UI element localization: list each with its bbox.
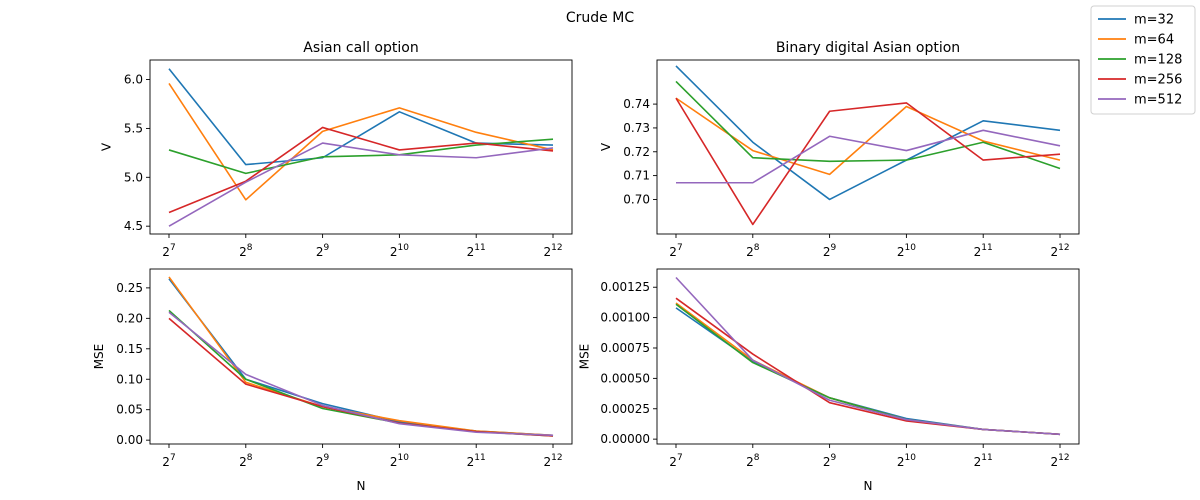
x-tick-label: 28 (239, 453, 253, 469)
chart-panel-2: 0.70 0.71 0.72 0.73 0.74 27 28 29 210 211 212 Binar… (599, 40, 1080, 259)
series-line-m-256 (675, 297, 1061, 436)
x-tick-label: 210 (390, 453, 409, 469)
y-tick-label: 0.00025 (600, 402, 650, 416)
chart-panel-3: 0.00 0.05 0.10 0.15 0.20 0.25 27 28 29 210 211 212 M… (92, 268, 573, 493)
x-tick-label: 210 (897, 453, 916, 469)
x-tick-label: 27 (669, 243, 682, 259)
x-tick-label: 210 (897, 243, 916, 259)
x-tick-label: 212 (1050, 453, 1069, 469)
y-tick-label: 0.00050 (600, 371, 650, 385)
x-tick-label: 211 (467, 243, 486, 259)
series-line-m-64 (168, 276, 554, 437)
y-tick-label: 0.15 (116, 342, 143, 356)
series-line-m-512 (168, 142, 554, 227)
y-axis-label: V (99, 142, 113, 151)
y-tick-label: 0.71 (623, 169, 650, 183)
x-tick-label: 28 (239, 243, 253, 259)
legend-box (1090, 5, 1196, 115)
x-tick-label: 29 (316, 453, 330, 469)
chart-panel-4: 0.00000 0.00025 0.00050 0.00075 0.00100 0.001… (578, 268, 1080, 493)
y-tick-label: 0.74 (623, 97, 650, 111)
y-tick-label: 5.5 (124, 121, 143, 135)
series-line-m-512 (675, 276, 1061, 436)
y-axis-label: V (599, 142, 613, 151)
series-line-m-256 (168, 317, 554, 437)
y-tick-label: 0.00125 (600, 280, 650, 294)
legend-item: m=512 (1098, 93, 1182, 108)
figure-suptitle: Crude MC (566, 10, 634, 26)
x-tick-label: 28 (746, 453, 760, 469)
series-line-m-32 (168, 68, 554, 166)
legend-label: m=32 (1134, 13, 1174, 28)
y-tick-label: 4.5 (124, 219, 143, 233)
series-line-m-32 (675, 307, 1061, 436)
axes-frame (656, 59, 1080, 235)
series-line-m-256 (168, 126, 554, 214)
legend-item: m=64 (1098, 33, 1174, 48)
series-line-m-128 (675, 303, 1061, 436)
axes-frame (149, 59, 573, 235)
x-tick-label: 210 (390, 243, 409, 259)
x-tick-label: 27 (162, 243, 175, 259)
x-tick-label: 212 (543, 453, 562, 469)
y-axis-label: MSE (578, 344, 592, 370)
legend-label: m=256 (1134, 73, 1182, 88)
y-tick-label: 0.25 (116, 281, 143, 295)
chart-title: Binary digital Asian option (776, 40, 960, 56)
x-tick-label: 212 (1050, 243, 1069, 259)
series-line-m-512 (168, 311, 554, 437)
series-line-m-128 (675, 80, 1061, 170)
legend-item: m=256 (1098, 73, 1182, 88)
y-tick-label: 0.70 (623, 192, 650, 206)
x-tick-label: 28 (746, 243, 760, 259)
chart-panel-1: 4.5 5.0 5.5 6.0 27 28 29 210 211 212 Asian call op… (99, 40, 573, 259)
x-tick-label: 211 (974, 453, 993, 469)
x-tick-label: 211 (467, 453, 486, 469)
y-tick-label: 0.72 (623, 145, 650, 159)
y-axis-label: MSE (92, 344, 106, 370)
y-tick-label: 0.10 (116, 372, 143, 386)
x-tick-label: 27 (669, 453, 682, 469)
x-tick-label: 211 (974, 243, 993, 259)
series-line-m-64 (675, 97, 1061, 176)
series-line-m-64 (168, 83, 554, 201)
x-tick-label: 29 (316, 243, 330, 259)
series-line-m-512 (675, 129, 1061, 184)
axes-frame (149, 268, 573, 445)
x-tick-label: 29 (823, 243, 837, 259)
x-tick-label: 212 (543, 243, 562, 259)
legend: m=32 m=64 m=128 m=256 m=512 (1090, 5, 1196, 115)
x-axis-label: N (357, 479, 366, 493)
x-axis-label: N (864, 479, 873, 493)
y-tick-label: 0.73 (623, 121, 650, 135)
y-tick-label: 0.20 (116, 311, 143, 325)
series-line-m-128 (168, 309, 554, 437)
x-tick-label: 27 (162, 453, 175, 469)
legend-label: m=512 (1134, 93, 1182, 108)
legend-item: m=128 (1098, 53, 1182, 68)
series-line-m-32 (675, 65, 1061, 201)
legend-label: m=128 (1134, 53, 1182, 68)
axes-frame (656, 268, 1080, 445)
y-tick-label: 5.0 (124, 170, 143, 184)
legend-item: m=32 (1098, 13, 1174, 28)
y-tick-label: 0.05 (116, 403, 143, 417)
y-tick-label: 0.00000 (600, 432, 650, 446)
y-tick-label: 0.00100 (600, 311, 650, 325)
legend-label: m=64 (1134, 33, 1174, 48)
x-tick-label: 29 (823, 453, 837, 469)
series-line-m-64 (675, 302, 1061, 436)
y-tick-label: 0.00 (116, 433, 143, 447)
series-line-m-256 (675, 97, 1061, 226)
y-tick-label: 6.0 (124, 73, 143, 87)
chart-title: Asian call option (303, 40, 418, 56)
y-tick-label: 0.00075 (600, 341, 650, 355)
